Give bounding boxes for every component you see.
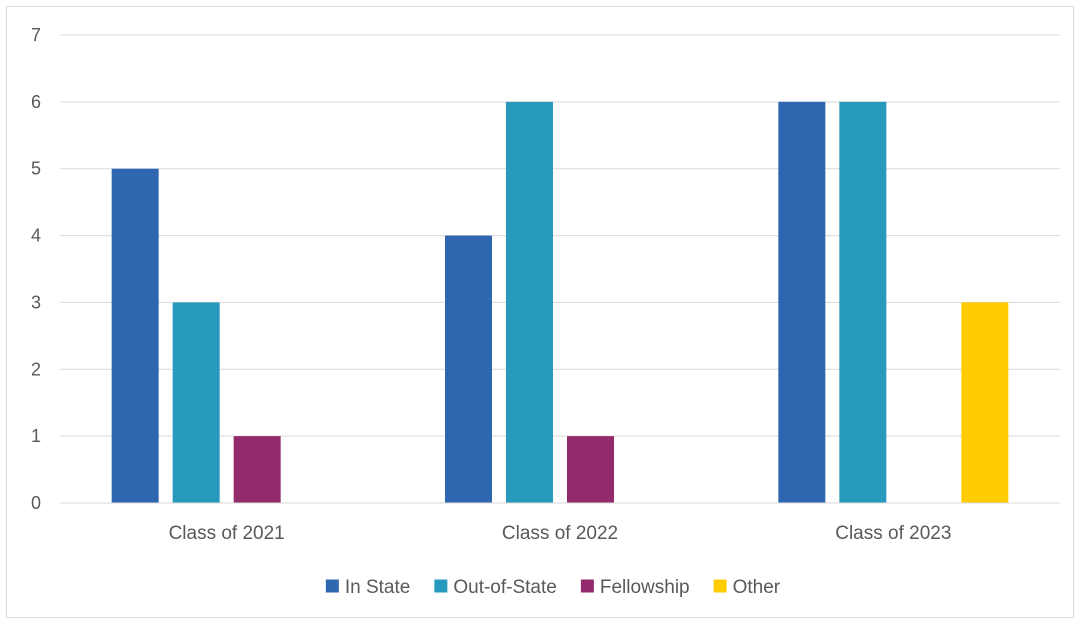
x-category-label: Class of 2022 (502, 523, 618, 544)
bar-fellowship (567, 436, 614, 503)
y-tick-label: 5 (31, 159, 41, 179)
legend-label-in-state: In State (345, 577, 411, 598)
y-tick-label: 0 (31, 493, 41, 513)
bar-in-state (445, 235, 492, 504)
bar-in-state (778, 101, 826, 503)
bar-fellowship (233, 436, 281, 503)
legend-swatch-out-of-state (434, 579, 448, 593)
bar-out-of-state (839, 101, 887, 503)
y-tick-label: 7 (31, 25, 41, 45)
legend-swatch-fellowship (580, 579, 594, 593)
bar-other (961, 302, 1009, 503)
y-tick-label: 3 (31, 292, 41, 312)
y-tick-label: 6 (31, 92, 41, 112)
bar-out-of-state (172, 302, 220, 503)
x-category-label: Class of 2023 (835, 523, 951, 544)
legend-label-out-of-state: Out-of-State (453, 577, 557, 598)
y-tick-label: 1 (31, 426, 41, 446)
legend-label-fellowship: Fellowship (600, 577, 690, 598)
y-tick-label: 4 (31, 226, 41, 246)
y-tick-label: 2 (31, 359, 41, 379)
legend-swatch-other (713, 579, 727, 593)
bar-in-state (111, 168, 159, 503)
legend-label-other: Other (733, 577, 781, 598)
bar-out-of-state (506, 101, 553, 503)
legend-swatch-in-state (325, 579, 339, 593)
x-category-label: Class of 2021 (169, 523, 285, 544)
